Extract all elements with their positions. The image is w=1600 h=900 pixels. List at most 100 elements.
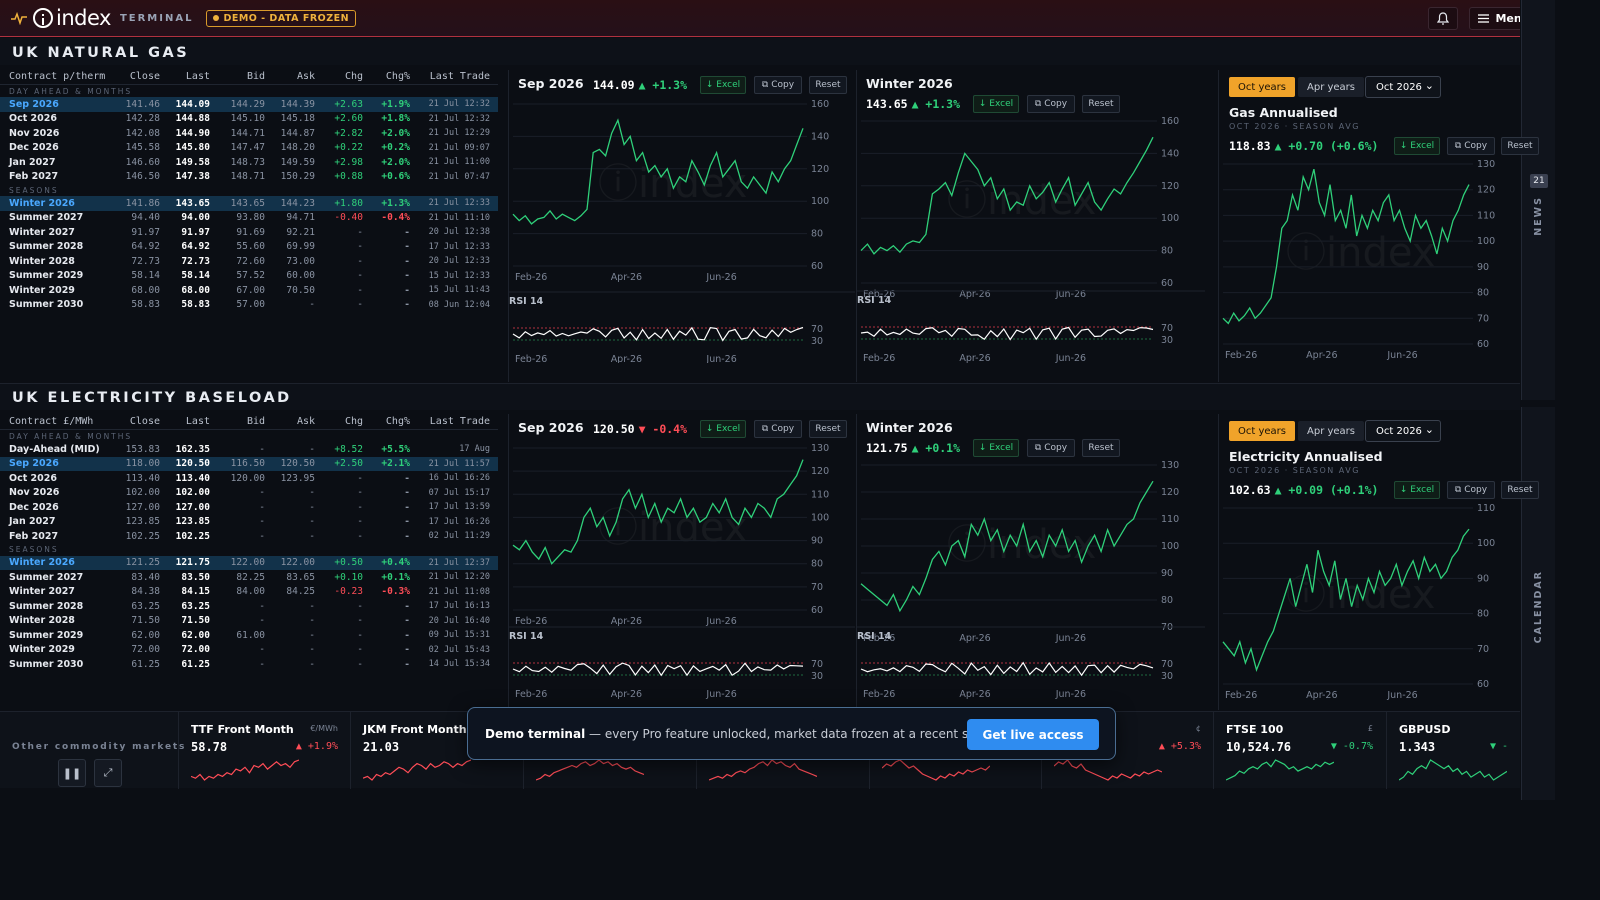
- table-row[interactable]: Summer 2027 94.40 94.00 93.80 94.71 -0.40 -0.4…: [0, 211, 498, 226]
- calendar-tab[interactable]: CALENDAR: [1521, 407, 1555, 800]
- excel-button[interactable]: ↓ Excel: [700, 76, 746, 94]
- group-label: SEASONS: [0, 184, 498, 196]
- change-cell: -: [357, 658, 363, 670]
- table-row[interactable]: Winter 2027 91.97 91.97 91.69 92.21 - - 20 Jul …: [0, 225, 498, 240]
- expand-button[interactable]: ⤢: [94, 759, 122, 787]
- table-row[interactable]: Summer 2029 62.00 62.00 61.00 - - - 09 Jul 15:3…: [0, 628, 498, 643]
- apr-years-tab[interactable]: Apr years: [1298, 77, 1364, 97]
- reset-button[interactable]: Reset: [1082, 439, 1120, 457]
- sparkline-series: [1399, 759, 1507, 781]
- reset-button[interactable]: Reset: [809, 76, 847, 94]
- contract-name: Winter 2027: [9, 586, 75, 598]
- apr-years-tab[interactable]: Apr years: [1298, 421, 1364, 441]
- reset-button[interactable]: Reset: [1501, 137, 1539, 155]
- notifications-button[interactable]: [1428, 7, 1458, 30]
- ticker-card[interactable]: GBPUSD 1.343 ▼ -: [1386, 712, 1520, 789]
- change-pct-cell: +0.2%: [381, 142, 410, 154]
- copy-icon: ⧉: [761, 80, 769, 90]
- table-row[interactable]: Winter 2028 72.73 72.73 72.60 73.00 - - 20 Jul …: [0, 254, 498, 269]
- table-row[interactable]: Winter 2027 84.38 84.15 84.00 84.25 -0.23 -0.3…: [0, 585, 498, 600]
- reset-button[interactable]: Reset: [809, 420, 847, 438]
- close-cell: 62.00: [131, 629, 160, 641]
- table-row[interactable]: Nov 2026 102.00 102.00 - - - - 07 Jul 15:17: [0, 486, 498, 501]
- table-row[interactable]: Winter 2026 121.25 121.75 122.00 122.00 +0.50…: [0, 555, 498, 570]
- copy-button[interactable]: ⧉ Copy: [754, 420, 802, 438]
- excel-button[interactable]: ↓ Excel: [1394, 481, 1440, 499]
- table-row[interactable]: Dec 2026 127.00 127.00 - - - - 17 Jul 13:59: [0, 500, 498, 515]
- contract-select[interactable]: Oct 2026 ⌄: [1365, 420, 1441, 442]
- copy-button[interactable]: ⧉ Copy: [1447, 481, 1495, 499]
- gas-chart-panel-2: Winter 2026 143.65 ▲ +1.3% ↓ Excel ⧉ Cop…: [856, 70, 1205, 382]
- last-cell: 91.97: [181, 226, 210, 238]
- pause-button[interactable]: ❚❚: [58, 759, 86, 787]
- ticker-card[interactable]: JKM Front Month 21.03: [350, 712, 522, 789]
- contract-name: Summer 2030: [9, 658, 84, 670]
- ask-cell: -: [309, 501, 315, 513]
- last-trade-cell: 16 Jul 16:26: [428, 473, 490, 484]
- contract-name: Sep 2026: [9, 98, 59, 110]
- oct-years-tab[interactable]: Oct years: [1229, 421, 1295, 441]
- table-row[interactable]: Winter 2026 141.86 143.65 143.65 144.23 +1.80…: [0, 196, 498, 211]
- table-row[interactable]: Oct 2026 142.28 144.88 145.10 145.18 +2.60 +1.…: [0, 112, 498, 127]
- change-pct-cell: -: [404, 516, 410, 528]
- y-tick-label: 100: [1161, 541, 1179, 552]
- excel-button[interactable]: ↓ Excel: [700, 420, 746, 438]
- power-sep-chart[interactable]: ⓘindex 60 70 80 90 100 110 120 130 Feb-26 Apr-26 Ju…: [509, 442, 855, 707]
- table-row[interactable]: Winter 2029 68.00 68.00 67.00 70.50 - - 15 Jul …: [0, 283, 498, 298]
- rsi-line: [512, 662, 804, 677]
- rsi-tick-label: 30: [811, 671, 823, 682]
- table-row[interactable]: Summer 2028 63.25 63.25 - - - - 17 Jul 16:13: [0, 599, 498, 614]
- news-tab[interactable]: 21 NEWS: [1521, 0, 1555, 400]
- column-header: Chg%: [385, 416, 410, 427]
- excel-button[interactable]: ↓ Excel: [1394, 137, 1440, 155]
- table-row[interactable]: Winter 2028 71.50 71.50 - - - - 20 Jul 16:40: [0, 614, 498, 629]
- bid-cell: 148.71: [230, 171, 265, 183]
- table-row[interactable]: Sep 2026 141.46 144.09 144.29 144.39 +2.63 +1.…: [0, 97, 498, 112]
- table-row[interactable]: Feb 2027 102.25 102.25 - - - - 02 Jul 11:29: [0, 529, 498, 544]
- ticker-card[interactable]: FTSE 100 £10,524.76 ▼ -0.7%: [1213, 712, 1385, 789]
- table-row[interactable]: Summer 2027 83.40 83.50 82.25 83.65 +0.10 +0.1…: [0, 570, 498, 585]
- table-row[interactable]: Summer 2028 64.92 64.92 55.60 69.99 - - 17 Jul …: [0, 240, 498, 255]
- table-row[interactable]: Feb 2027 146.50 147.38 148.71 150.29 +0.88 +0.…: [0, 170, 498, 185]
- table-row[interactable]: Jan 2027 146.60 149.58 148.73 149.59 +2.98 +2.…: [0, 155, 498, 170]
- gas-annual-panel: Oct years Apr years Oct 2026 ⌄ Gas Annual…: [1218, 70, 1539, 382]
- close-cell: 91.97: [131, 226, 160, 238]
- oct-years-tab[interactable]: Oct years: [1229, 77, 1295, 97]
- copy-button[interactable]: ⧉ Copy: [1027, 439, 1075, 457]
- reset-button[interactable]: Reset: [1501, 481, 1539, 499]
- x-tick-label: Jun-26: [705, 354, 736, 363]
- get-live-access-button[interactable]: Get live access: [967, 719, 1099, 750]
- last-cell: 63.25: [181, 600, 210, 612]
- ticker-card[interactable]: TTF Front Month €/MWh 58.78 ▲ +1.9%: [178, 712, 350, 789]
- contract-select[interactable]: Oct 2026 ⌄: [1365, 76, 1441, 98]
- gas-annual-chart[interactable]: ⓘindex 60 70 80 90 100 110 120 130 Feb-26 Apr-26 Ju…: [1219, 160, 1521, 370]
- contract-name: Jan 2027: [9, 156, 56, 168]
- bid-cell: 67.00: [236, 284, 265, 296]
- table-row[interactable]: Nov 2026 142.08 144.90 144.71 144.87 +2.82 +2.…: [0, 126, 498, 141]
- excel-button[interactable]: ↓ Excel: [973, 95, 1019, 113]
- table-row[interactable]: Summer 2030 61.25 61.25 - - - - 14 Jul 15:34: [0, 657, 498, 672]
- logo[interactable]: index: [33, 6, 111, 30]
- table-row[interactable]: Winter 2029 72.00 72.00 - - - - 02 Jul 15:43: [0, 643, 498, 658]
- table-row[interactable]: Summer 2030 58.83 58.83 57.00 - - - 08 Jun 12:0…: [0, 298, 498, 313]
- table-row[interactable]: Day-Ahead (MID) 153.83 162.35 - - +8.52 +5.5% 1…: [0, 442, 498, 457]
- excel-button[interactable]: ↓ Excel: [973, 439, 1019, 457]
- bid-cell: 82.25: [236, 571, 265, 583]
- table-row[interactable]: Jan 2027 123.85 123.85 - - - - 17 Jul 16:26: [0, 515, 498, 530]
- table-row[interactable]: Dec 2026 145.58 145.80 147.47 148.20 +0.22 +0.…: [0, 141, 498, 156]
- copy-button[interactable]: ⧉ Copy: [1447, 137, 1495, 155]
- power-contracts-table: Contract £/MWh Close Last Bid Ask Chg Chg% Last…: [0, 414, 498, 672]
- table-row[interactable]: Summer 2029 58.14 58.14 57.52 60.00 - - 15 Jul …: [0, 269, 498, 284]
- table-row[interactable]: Oct 2026 113.40 113.40 120.00 123.95 - - 16 Jul…: [0, 471, 498, 486]
- change-cell: +8.52: [334, 443, 363, 455]
- change-pct-cell: +1.8%: [381, 113, 410, 125]
- table-row[interactable]: Sep 2026 118.00 120.50 116.50 120.50 +2.50 +2.…: [0, 456, 498, 471]
- copy-button[interactable]: ⧉ Copy: [1027, 95, 1075, 113]
- change-pct-cell: -: [404, 615, 410, 627]
- copy-button[interactable]: ⧉ Copy: [754, 76, 802, 94]
- reset-button[interactable]: Reset: [1082, 95, 1120, 113]
